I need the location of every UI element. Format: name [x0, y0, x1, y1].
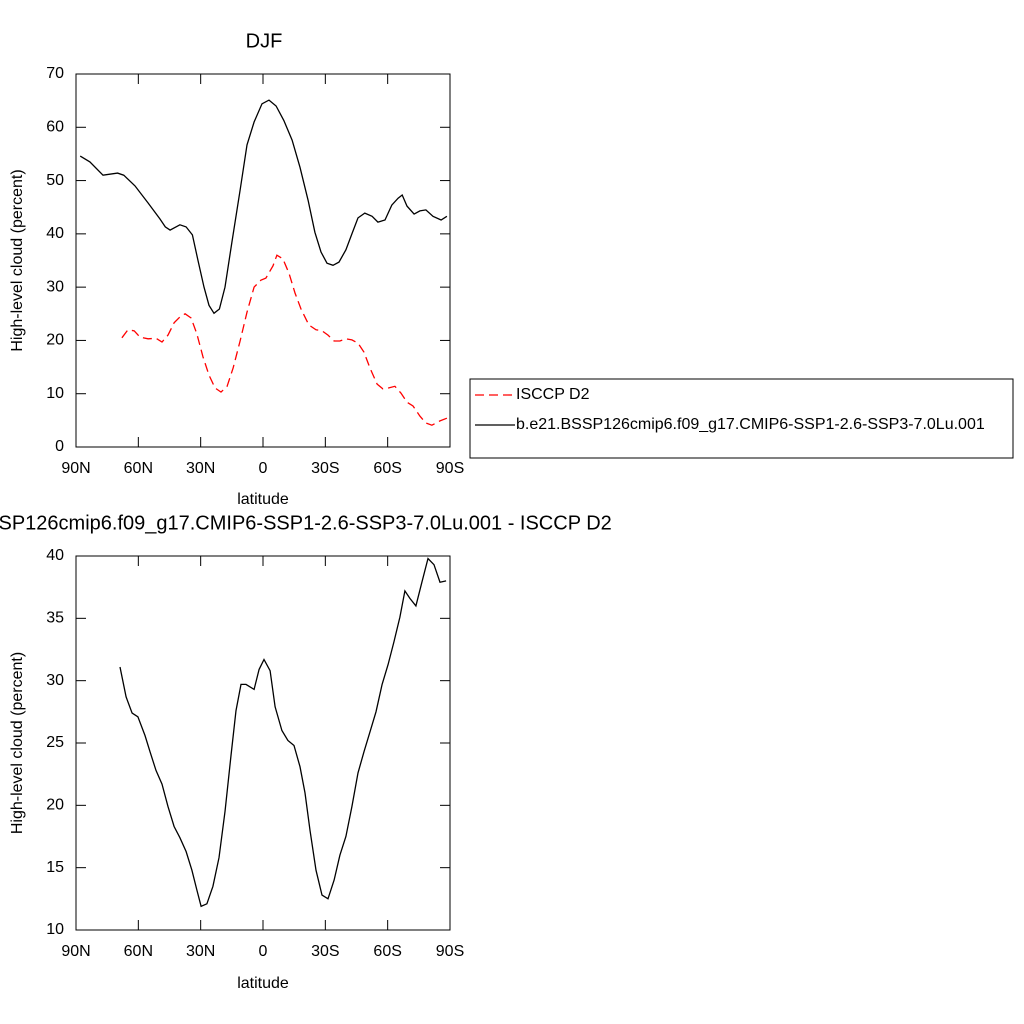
x-tick-label: 60S [373, 943, 401, 960]
data-line [119, 557, 447, 908]
y-axis-label: High-level cloud (percent) [9, 169, 26, 351]
y-tick-label: 10 [46, 385, 64, 402]
legend-box [469, 378, 1014, 459]
x-tick-label: 30N [186, 943, 215, 960]
y-tick-label: 25 [46, 734, 64, 751]
x-tick-label: 60N [124, 460, 153, 477]
y-tick-label: 20 [46, 332, 64, 349]
chart-title: b.e21.BSSP126cmip6.f09_g17.CMIP6-SSP1-2.… [0, 512, 612, 534]
y-tick-label: 35 [46, 610, 64, 627]
y-tick-label: 10 [46, 921, 64, 938]
x-tick-label: 90S [436, 943, 464, 960]
y-tick-label: 30 [46, 672, 64, 689]
data-line [121, 254, 448, 426]
legend-label: b.e21.BSSP126cmip6.f09_g17.CMIP6-SSP1-2.… [516, 416, 985, 433]
y-tick-label: 70 [46, 65, 64, 82]
x-tick-label: 90N [61, 460, 90, 477]
plot-frame [75, 73, 451, 448]
y-tick-label: 40 [46, 547, 64, 564]
x-tick-label: 30S [311, 943, 339, 960]
x-axis-label: latitude [237, 491, 289, 508]
plot-frame [75, 555, 451, 931]
x-tick-label: 60N [124, 943, 153, 960]
y-tick-label: 30 [46, 278, 64, 295]
y-tick-label: 50 [46, 172, 64, 189]
x-tick-label: 30N [186, 460, 215, 477]
data-line [79, 99, 448, 315]
y-tick-label: 15 [46, 859, 64, 876]
x-tick-label: 90S [436, 460, 464, 477]
y-tick-label: 40 [46, 225, 64, 242]
chart-title: DJF [246, 30, 283, 52]
x-tick-label: 0 [259, 943, 268, 960]
x-axis-label: latitude [237, 975, 289, 992]
legend-label: ISCCP D2 [516, 386, 590, 403]
x-tick-label: 30S [311, 460, 339, 477]
x-tick-label: 90N [61, 943, 90, 960]
x-tick-label: 0 [259, 460, 268, 477]
y-axis-label: High-level cloud (percent) [9, 652, 26, 834]
y-tick-label: 0 [55, 438, 64, 455]
x-tick-label: 60S [373, 460, 401, 477]
y-tick-label: 20 [46, 797, 64, 814]
y-tick-label: 60 [46, 119, 64, 136]
